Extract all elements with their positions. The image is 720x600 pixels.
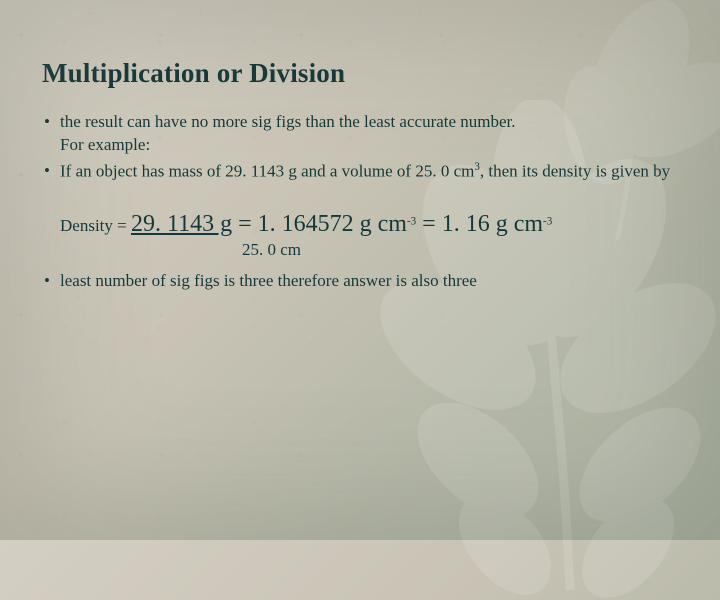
eq-result-1: = 1. 164572 g cm (232, 211, 407, 237)
bullet-1-line-b: For example: (60, 135, 150, 154)
bullet-item-1: the result can have no more sig figs tha… (42, 111, 678, 157)
bullet-list: the result can have no more sig figs tha… (42, 111, 678, 183)
bullet-1-line-a: the result can have no more sig figs tha… (60, 112, 516, 131)
eq-result-2: = 1. 16 g cm (416, 211, 543, 237)
bullet-2-post: , then its density is given by (480, 162, 670, 181)
slide-content: Multiplication or Division the result ca… (0, 0, 720, 293)
equation-line: Density = 29. 1143 g = 1. 164572 g cm-3 … (60, 211, 678, 238)
eq-sup-1: -3 (407, 216, 416, 228)
bullet-2-pre: If an object has mass of 29. 1143 g and … (60, 162, 474, 181)
density-equation: Density = 29. 1143 g = 1. 164572 g cm-3 … (60, 211, 678, 260)
slide-title: Multiplication or Division (42, 58, 678, 89)
eq-sup-2: -3 (543, 216, 552, 228)
eq-label: Density = (60, 216, 131, 235)
bullet-item-3: least number of sig figs is three theref… (42, 270, 678, 293)
bullet-list-2: least number of sig figs is three theref… (42, 270, 678, 293)
eq-numerator: 29. 1143 g (131, 211, 232, 237)
bullet-item-2: If an object has mass of 29. 1143 g and … (42, 160, 678, 184)
eq-denominator: 25. 0 cm (242, 240, 678, 260)
